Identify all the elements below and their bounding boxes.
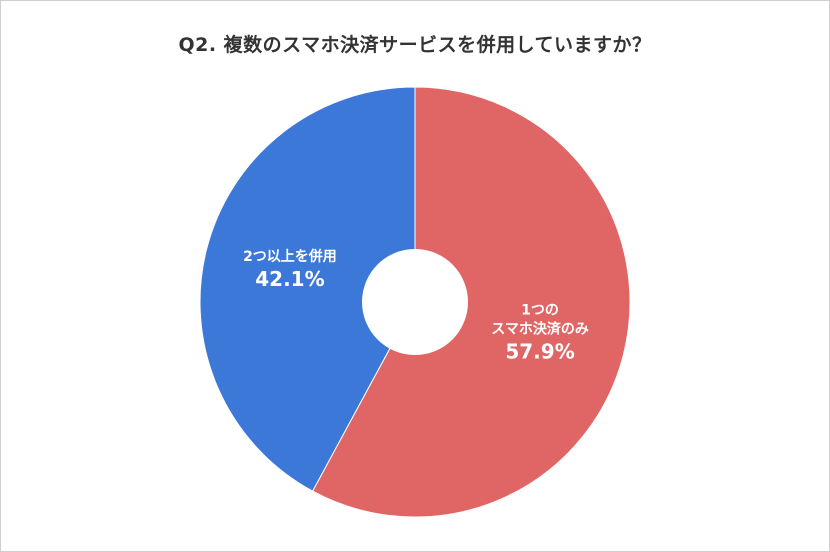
donut-hole (362, 249, 468, 355)
slice-category-label: 1つの (521, 303, 559, 319)
pie-slice-single (311, 86, 631, 518)
pie-slice-multiple (199, 86, 416, 492)
chart-title: Q2. 複数のスマホ決済サービスを併用していますか？ (178, 34, 652, 56)
slice-value-label: 42.1% (255, 267, 324, 291)
slice-category-label: スマホ決済のみ (491, 321, 589, 338)
slice-label-multiple: 2つ以上を併用 42.1% (243, 248, 337, 291)
slice-value-label: 57.9% (505, 340, 574, 364)
slice-category-label: 2つ以上を併用 (243, 248, 337, 265)
